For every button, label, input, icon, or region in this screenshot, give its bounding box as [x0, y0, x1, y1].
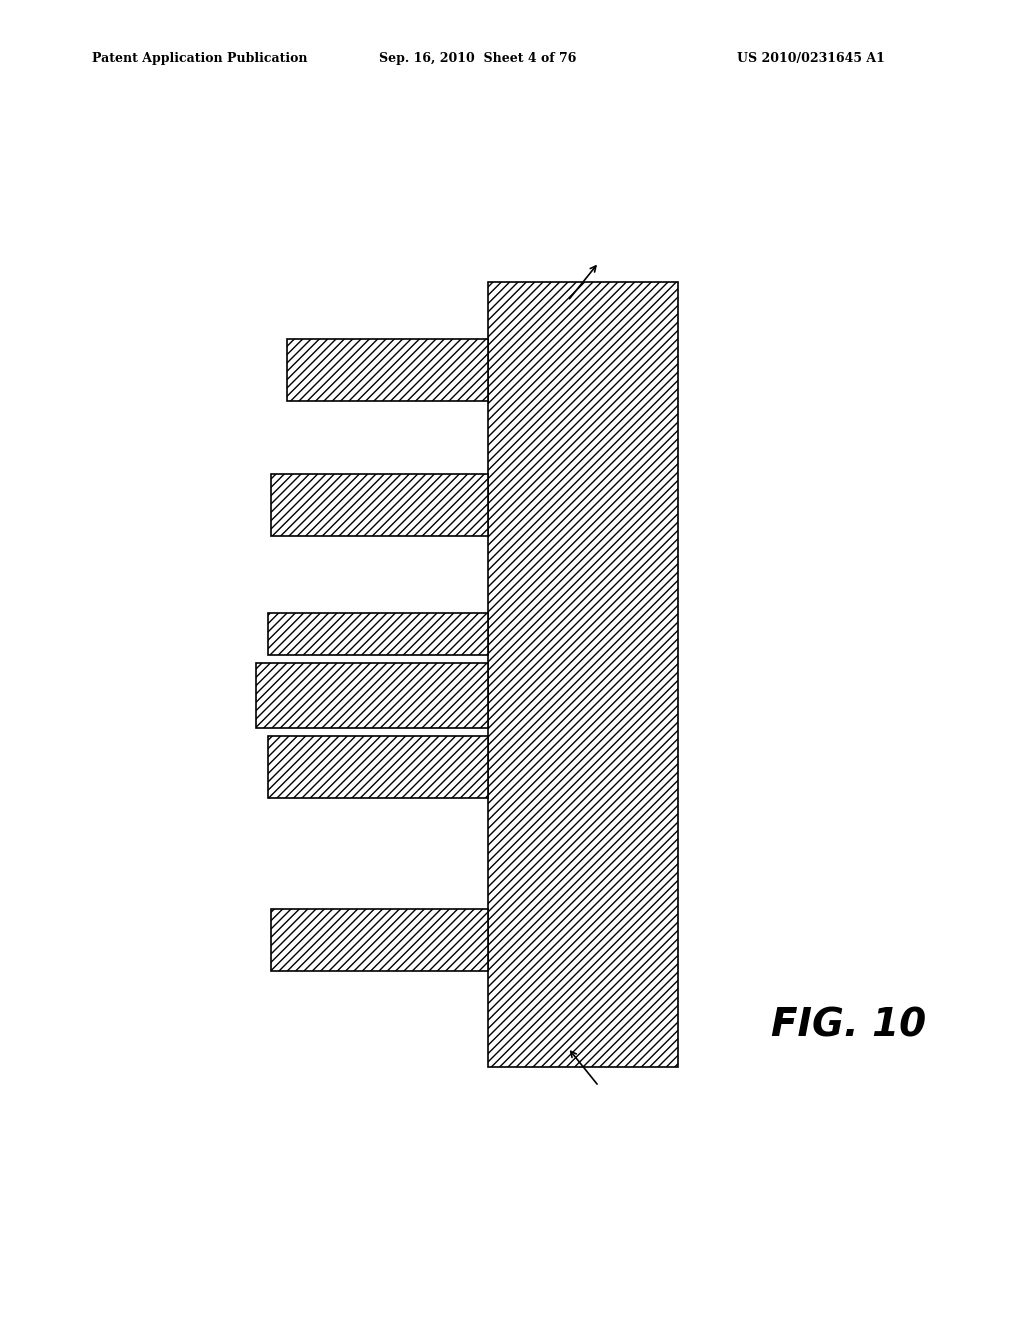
Bar: [488, 281, 678, 1067]
Bar: [271, 909, 488, 970]
Bar: [267, 612, 488, 655]
Text: Patent Application Publication: Patent Application Publication: [92, 51, 307, 65]
Text: FIG. 10: FIG. 10: [771, 1006, 927, 1044]
Text: US 2010/0231645 A1: US 2010/0231645 A1: [737, 51, 885, 65]
Bar: [287, 339, 488, 401]
Bar: [271, 474, 488, 536]
Bar: [267, 737, 488, 797]
Bar: [256, 663, 488, 729]
Text: Sep. 16, 2010  Sheet 4 of 76: Sep. 16, 2010 Sheet 4 of 76: [379, 51, 577, 65]
